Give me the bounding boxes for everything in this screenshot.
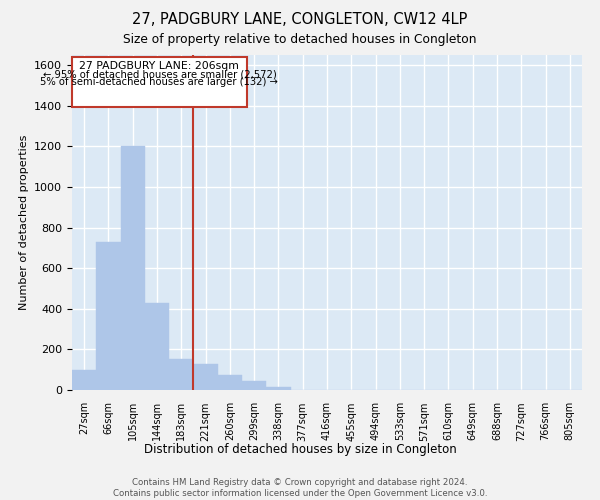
Text: 144sqm: 144sqm: [152, 401, 162, 440]
Text: 533sqm: 533sqm: [395, 401, 405, 440]
Text: ← 95% of detached houses are smaller (2,572): ← 95% of detached houses are smaller (2,…: [43, 69, 277, 79]
Text: 766sqm: 766sqm: [541, 401, 551, 440]
Text: 727sqm: 727sqm: [516, 401, 526, 440]
Text: 805sqm: 805sqm: [565, 401, 575, 440]
Bar: [121, 146, 145, 390]
Text: 27, PADGBURY LANE, CONGLETON, CW12 4LP: 27, PADGBURY LANE, CONGLETON, CW12 4LP: [133, 12, 467, 28]
Text: 105sqm: 105sqm: [128, 401, 138, 440]
Text: 66sqm: 66sqm: [103, 401, 113, 434]
Text: 338sqm: 338sqm: [274, 401, 283, 440]
Text: 183sqm: 183sqm: [176, 401, 186, 440]
Bar: [72, 370, 96, 390]
Bar: [218, 375, 242, 390]
FancyBboxPatch shape: [72, 57, 247, 107]
Bar: [96, 242, 121, 390]
Bar: [169, 358, 193, 390]
Text: 27 PADGBURY LANE: 206sqm: 27 PADGBURY LANE: 206sqm: [79, 60, 239, 70]
Text: 5% of semi-detached houses are larger (132) →: 5% of semi-detached houses are larger (1…: [40, 77, 278, 87]
Text: 27sqm: 27sqm: [79, 401, 89, 434]
Bar: [266, 387, 290, 390]
Text: 571sqm: 571sqm: [419, 401, 429, 440]
Text: 649sqm: 649sqm: [468, 401, 478, 440]
Text: 416sqm: 416sqm: [322, 401, 332, 440]
Text: 610sqm: 610sqm: [443, 401, 454, 440]
Text: 494sqm: 494sqm: [371, 401, 380, 440]
Text: 688sqm: 688sqm: [492, 401, 502, 440]
Y-axis label: Number of detached properties: Number of detached properties: [19, 135, 29, 310]
Bar: [193, 364, 218, 390]
Text: Contains HM Land Registry data © Crown copyright and database right 2024.
Contai: Contains HM Land Registry data © Crown c…: [113, 478, 487, 498]
Text: 455sqm: 455sqm: [346, 401, 356, 440]
Bar: [242, 381, 266, 390]
Text: 260sqm: 260sqm: [225, 401, 235, 440]
Text: Distribution of detached houses by size in Congleton: Distribution of detached houses by size …: [143, 442, 457, 456]
Text: 377sqm: 377sqm: [298, 401, 308, 440]
Text: 221sqm: 221sqm: [200, 401, 211, 440]
Text: 299sqm: 299sqm: [249, 401, 259, 440]
Text: Size of property relative to detached houses in Congleton: Size of property relative to detached ho…: [123, 32, 477, 46]
Bar: [145, 302, 169, 390]
